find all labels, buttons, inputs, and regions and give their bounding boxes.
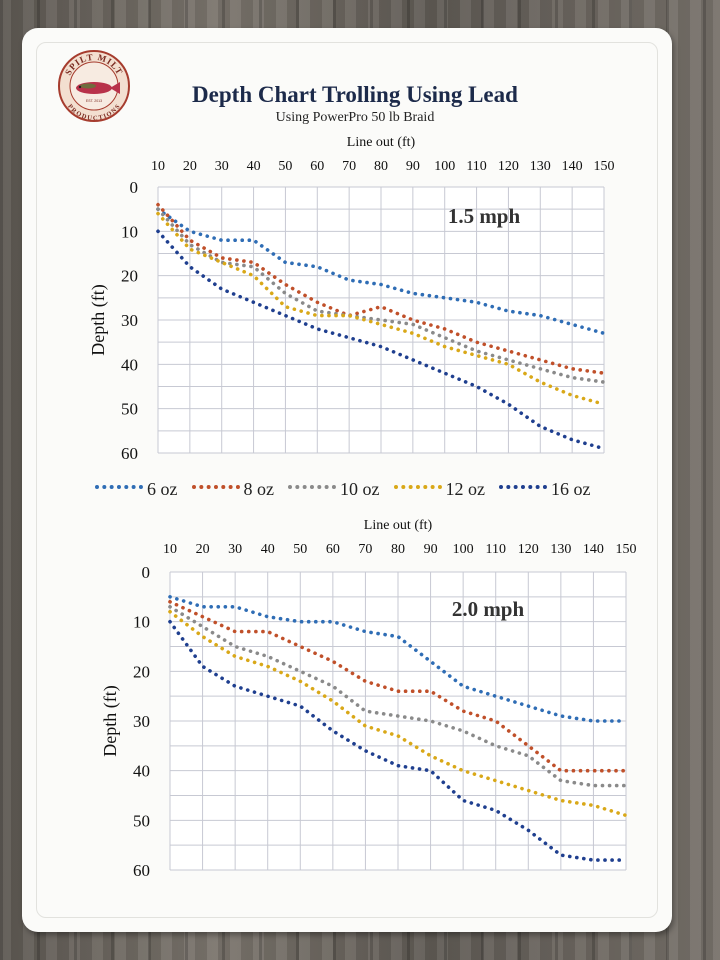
x-tick-label: 10 xyxy=(151,159,165,174)
x-tick-label: 150 xyxy=(616,542,637,557)
x-tick-label: 140 xyxy=(583,542,604,557)
legend-label: 6 oz xyxy=(147,478,178,499)
x-tick-label: 110 xyxy=(485,542,505,557)
x-tick-label: 70 xyxy=(358,542,372,557)
legend-item: 16 oz xyxy=(499,479,591,500)
x-tick-label: 80 xyxy=(374,159,388,174)
x-tick-label: 150 xyxy=(594,159,615,174)
legend-swatch xyxy=(95,485,143,493)
y-tick-label: 10 xyxy=(121,222,138,241)
x-tick-label: 20 xyxy=(183,159,197,174)
y-tick-label: 30 xyxy=(133,712,150,731)
x-tick-label: 100 xyxy=(453,542,474,557)
y-tick-label: 60 xyxy=(121,444,138,463)
legend-label: 8 oz xyxy=(243,478,275,499)
y-tick-label: 40 xyxy=(121,355,138,374)
logo-small-text: EST. 2013 xyxy=(86,99,102,103)
x-tick-label: 120 xyxy=(498,159,519,174)
y-tick-label: 40 xyxy=(133,762,150,781)
legend-item: 6 oz xyxy=(95,479,178,500)
x-tick-label: 30 xyxy=(228,542,242,557)
x-tick-label: 130 xyxy=(550,542,571,557)
x-tick-label: 130 xyxy=(530,159,551,174)
y-tick-label: 20 xyxy=(133,662,150,681)
x-tick-label: 50 xyxy=(278,159,292,174)
series-line-10-oz xyxy=(168,604,628,788)
y-tick-label: 0 xyxy=(142,563,151,582)
x-tick-label: 80 xyxy=(391,542,405,557)
y-tick-label: 0 xyxy=(130,178,139,197)
x-tick-label: 90 xyxy=(406,159,420,174)
y-tick-label: 50 xyxy=(133,811,150,830)
x-tick-label: 50 xyxy=(293,542,307,557)
series-line-6-oz xyxy=(168,594,628,723)
legend-label: 16 oz xyxy=(551,478,591,499)
legend-swatch xyxy=(288,485,336,493)
x-tick-label: 90 xyxy=(424,542,438,557)
series-line-12-oz xyxy=(156,211,606,407)
y-axis-label: Depth (ft) xyxy=(88,284,109,355)
x-tick-label: 60 xyxy=(310,159,324,174)
x-tick-label: 140 xyxy=(562,159,583,174)
x-tick-label: 20 xyxy=(196,542,210,557)
chart-subtitle: Using PowerPro 50 lb Braid xyxy=(275,110,435,125)
x-axis-label: Line out (ft) xyxy=(364,518,433,533)
y-axis-label: Depth (ft) xyxy=(100,685,121,756)
speed-annotation: 1.5 mph xyxy=(448,204,521,228)
legend-swatch xyxy=(393,485,442,493)
series-line-16-oz xyxy=(156,229,606,451)
speed-annotation: 2.0 mph xyxy=(452,597,525,621)
x-tick-label: 60 xyxy=(326,542,340,557)
legend-swatch xyxy=(499,485,547,493)
x-tick-label: 110 xyxy=(466,159,486,174)
x-tick-label: 40 xyxy=(261,542,275,557)
series-line-8-oz xyxy=(168,599,628,773)
card-border xyxy=(36,42,658,918)
legend-item: 10 oz xyxy=(288,479,380,500)
spilt-milt-logo: SPILT MILT PRODUCTIONS EST. 2013 xyxy=(58,50,130,122)
chart-title: Depth Chart Trolling Using Lead xyxy=(192,82,518,107)
y-tick-label: 10 xyxy=(133,613,150,632)
y-tick-label: 20 xyxy=(121,267,138,286)
legend-item: 8 oz xyxy=(191,478,275,500)
series-line-16-oz xyxy=(168,619,628,862)
x-axis-label: Line out (ft) xyxy=(347,135,416,150)
y-tick-label: 30 xyxy=(121,311,138,330)
x-tick-label: 70 xyxy=(342,159,356,174)
legend-label: 10 oz xyxy=(340,478,380,499)
legend-swatch xyxy=(191,485,240,493)
series-line-12-oz xyxy=(168,609,628,818)
x-tick-label: 100 xyxy=(434,159,455,174)
legend-item: 12 oz xyxy=(393,478,486,500)
x-tick-label: 10 xyxy=(163,542,177,557)
series-line-6-oz xyxy=(156,207,606,336)
y-tick-label: 50 xyxy=(121,400,138,419)
x-tick-label: 120 xyxy=(518,542,539,557)
y-tick-label: 60 xyxy=(133,861,150,880)
legend-label: 12 oz xyxy=(445,478,486,499)
x-tick-label: 40 xyxy=(247,159,261,174)
x-tick-label: 30 xyxy=(215,159,229,174)
legend: 6 oz 8 oz 10 oz 12 oz 16 oz xyxy=(95,476,625,502)
